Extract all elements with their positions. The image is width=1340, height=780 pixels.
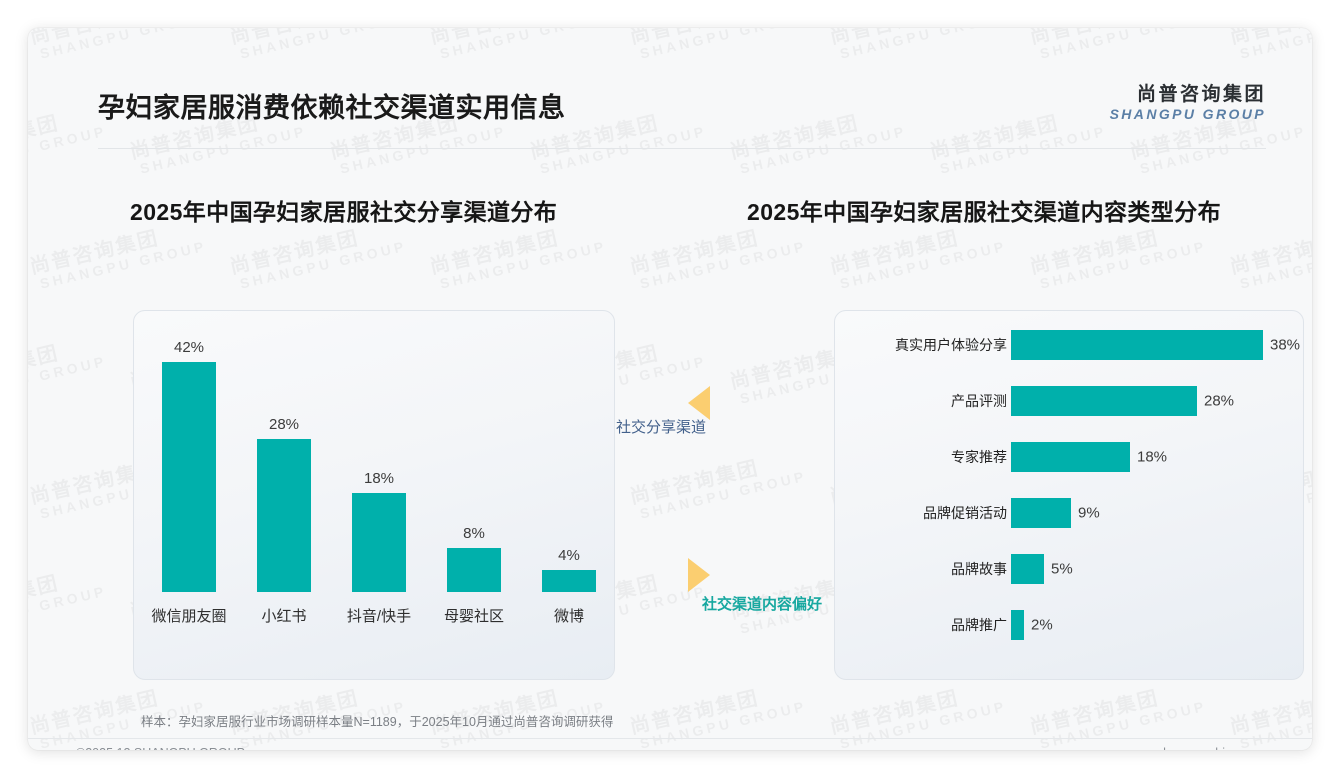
bar-row: 品牌推广 2% <box>834 610 1302 640</box>
bar-category-label: 品牌促销活动 <box>923 505 1007 521</box>
sample-note: 样本：孕妇家居服行业市场调研样本量N=1189，于2025年10月通过尚普咨询调… <box>141 715 614 729</box>
logo-english-name: SHANGPU GROUP <box>1109 105 1266 122</box>
annotation-label: 社交渠道内容偏好 <box>702 596 823 613</box>
triangle-left-icon <box>688 386 710 420</box>
brand-logo: 尚普咨询集团 SHANGPU GROUP <box>1110 84 1266 123</box>
bar-value-label: 2% <box>1031 616 1053 634</box>
triangle-right-icon <box>688 558 710 592</box>
column-bar[interactable] <box>162 362 216 592</box>
social-content-type-bar-chart: 真实用户体验分享 38% 产品评测 28% 专家推荐 18% 品牌促销活动 9% 品牌故事 5% 品… <box>834 320 1302 650</box>
column-item: 28% 小红书 <box>246 290 322 630</box>
bar-row: 品牌促销活动 9% <box>834 498 1302 528</box>
bar-fill[interactable] <box>1011 386 1197 416</box>
bar-value-label: 9% <box>1078 504 1100 522</box>
bar-fill[interactable] <box>1011 442 1130 472</box>
column-bar[interactable] <box>257 439 311 592</box>
annotation-social-share-channel: 社交分享渠道 <box>616 386 816 436</box>
column-category-label: 微信朋友圈 <box>151 608 227 625</box>
column-value-label: 8% <box>463 525 485 542</box>
column-category-label: 小红书 <box>261 608 307 625</box>
bar-fill[interactable] <box>1011 554 1044 584</box>
column-item: 18% 抖音/快手 <box>341 290 417 630</box>
bar-category-label: 真实用户体验分享 <box>895 337 1007 353</box>
bar-row: 专家推荐 18% <box>834 442 1302 472</box>
column-item: 4% 微博 <box>531 290 607 630</box>
column-category-label: 母婴社区 <box>443 608 505 625</box>
column-bar[interactable] <box>542 570 596 592</box>
bar-category-label: 专家推荐 <box>951 449 1007 465</box>
column-value-label: 28% <box>268 416 300 433</box>
column-value-label: 4% <box>558 547 580 564</box>
bar-row: 真实用户体验分享 38% <box>834 330 1302 360</box>
page-title: 孕妇家居服消费依赖社交渠道实用信息 <box>98 93 566 123</box>
bar-value-label: 28% <box>1204 392 1235 410</box>
left-chart-title: 2025年中国孕妇家居服社交分享渠道分布 <box>130 199 558 225</box>
bar-fill[interactable] <box>1011 498 1071 528</box>
slide-header: 孕妇家居服消费依赖社交渠道实用信息 尚普咨询集团 SHANGPU GROUP <box>28 28 1312 123</box>
column-bar[interactable] <box>352 493 406 592</box>
column-value-label: 18% <box>363 470 395 487</box>
social-share-channel-column-chart: 42% 微信朋友圈 28% 小红书 18% 抖音/快手 8% 母婴社区 4% 微博 <box>133 290 613 630</box>
bar-fill[interactable] <box>1011 330 1263 360</box>
annotation-content-preference: 社交渠道内容偏好 <box>678 558 878 618</box>
right-chart-title: 2025年中国孕妇家居服社交渠道内容类型分布 <box>747 199 1221 225</box>
bar-row: 品牌故事 5% <box>834 554 1302 584</box>
column-bar[interactable] <box>447 548 501 592</box>
bar-category-label: 品牌推广 <box>951 617 1007 633</box>
bar-value-label: 18% <box>1137 448 1168 466</box>
header-divider <box>98 148 1266 149</box>
footer-divider <box>28 738 1312 739</box>
bar-fill[interactable] <box>1011 610 1024 640</box>
right-chart-panel <box>834 310 1304 680</box>
website-link[interactable]: www.shangpu-china.com <box>1127 746 1266 750</box>
annotation-label: 社交分享渠道 <box>616 419 707 436</box>
logo-chinese-name: 尚普咨询集团 <box>1136 84 1266 105</box>
column-category-label: 抖音/快手 <box>346 608 412 625</box>
bar-value-label: 38% <box>1270 336 1301 354</box>
column-category-label: 微博 <box>553 608 585 625</box>
column-item: 42% 微信朋友圈 <box>151 290 227 630</box>
bar-value-label: 5% <box>1051 560 1073 578</box>
bar-row: 产品评测 28% <box>834 386 1302 416</box>
bar-category-label: 产品评测 <box>951 393 1007 409</box>
column-item: 8% 母婴社区 <box>436 290 512 630</box>
column-value-label: 42% <box>173 339 205 356</box>
bar-category-label: 品牌故事 <box>951 561 1007 577</box>
copyright-text: ©2025.12 SHANGPU GROUP <box>76 746 245 750</box>
